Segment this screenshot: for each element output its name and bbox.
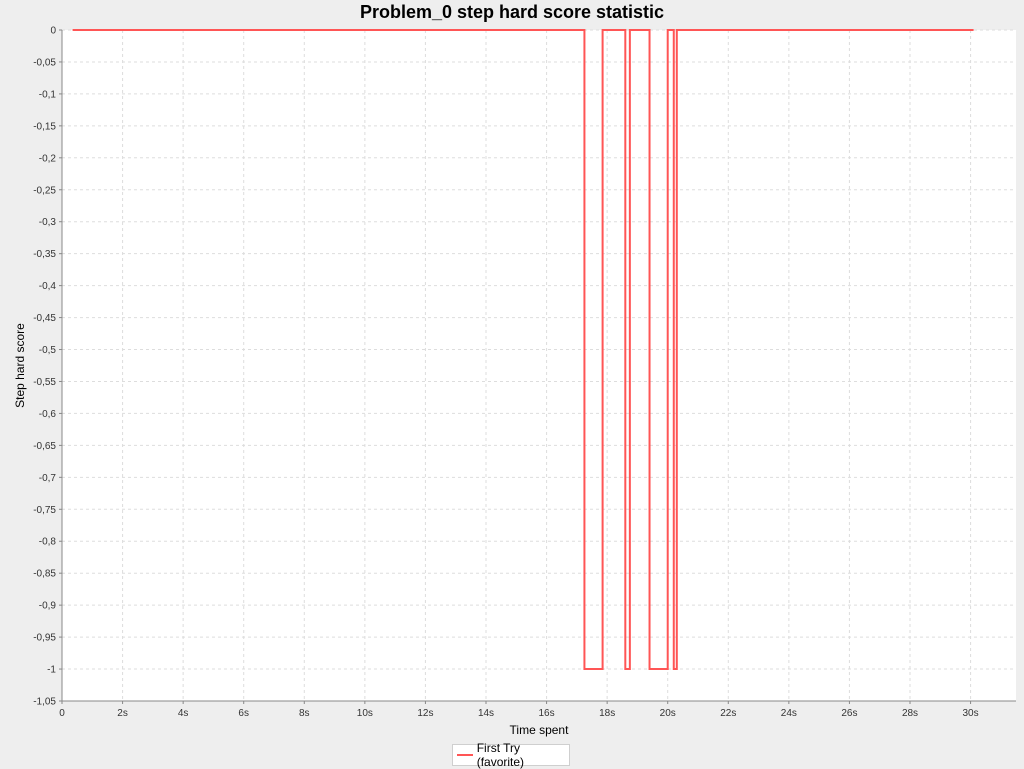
- x-tick-label: 0: [59, 708, 65, 719]
- y-tick-label: -0,55: [33, 377, 56, 388]
- legend-label: First Try (favorite): [476, 741, 525, 769]
- y-tick-label: -0,8: [39, 537, 57, 548]
- y-tick-label: -0,75: [33, 505, 56, 516]
- series-line: [72, 29, 974, 671]
- y-tick-label: -0,35: [33, 249, 56, 260]
- y-axis-label: Step hard score: [13, 323, 27, 408]
- x-axis-label: Time spent: [510, 723, 570, 737]
- x-tick-label: 28s: [902, 708, 918, 719]
- plot-background: [62, 30, 1016, 701]
- x-tick-label: 24s: [781, 708, 797, 719]
- y-tick-label: -0,25: [33, 185, 56, 196]
- x-tick-label: 8s: [299, 708, 310, 719]
- y-tick-label: -0,85: [33, 569, 56, 580]
- x-tick-label: 10s: [357, 708, 373, 719]
- y-tick-label: -0,95: [33, 633, 56, 644]
- x-tick-label: 6s: [238, 708, 249, 719]
- y-tick-label: 0: [50, 26, 56, 37]
- x-tick-label: 18s: [599, 708, 615, 719]
- y-tick-label: -0,45: [33, 313, 56, 324]
- legend: First Try (favorite): [452, 741, 570, 769]
- y-tick-label: -0,9: [39, 601, 57, 612]
- y-tick-label: -1: [47, 665, 56, 676]
- chart-title: Problem_0 step hard score statistic: [359, 2, 665, 22]
- x-tick-label: 4s: [178, 708, 189, 719]
- x-tick-label: 26s: [841, 708, 857, 719]
- x-tick-label: 16s: [539, 708, 555, 719]
- x-tick-label: 30s: [963, 708, 979, 719]
- y-tick-label: -0,4: [39, 281, 57, 292]
- y-tick-label: -0,6: [39, 409, 57, 420]
- x-tick-label: 2s: [117, 708, 128, 719]
- x-tick-label: 12s: [417, 708, 433, 719]
- y-tick-label: -0,65: [33, 441, 56, 452]
- y-tick-label: -0,05: [33, 57, 56, 68]
- y-tick-label: -0,1: [39, 89, 57, 100]
- x-tick-label: 14s: [478, 708, 494, 719]
- y-tick-label: -1,05: [33, 697, 56, 708]
- y-tick-label: -0,7: [39, 473, 57, 484]
- x-tick-label: 22s: [720, 708, 736, 719]
- y-tick-label: -0,2: [39, 153, 57, 164]
- legend-swatch: [457, 754, 473, 756]
- y-tick-label: -0,15: [33, 121, 56, 132]
- x-tick-label: 20s: [660, 708, 676, 719]
- y-tick-label: -0,5: [39, 345, 57, 356]
- y-tick-label: -0,3: [39, 217, 57, 228]
